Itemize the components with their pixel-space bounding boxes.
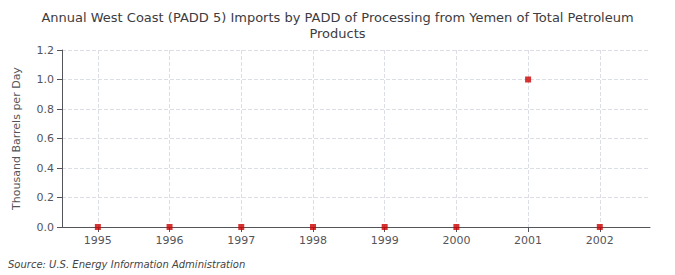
svg-text:1997: 1997 [227, 234, 255, 247]
svg-text:1996: 1996 [156, 234, 184, 247]
svg-text:0.6: 0.6 [37, 132, 55, 145]
svg-text:1999: 1999 [371, 234, 399, 247]
svg-text:Source: U.S. Energy Informatio: Source: U.S. Energy Information Administ… [8, 259, 245, 270]
svg-text:2002: 2002 [586, 234, 614, 247]
svg-text:Products: Products [309, 26, 365, 41]
svg-text:Annual West Coast (PADD 5) Imp: Annual West Coast (PADD 5) Imports by PA… [41, 10, 633, 25]
svg-text:0.8: 0.8 [37, 103, 55, 116]
svg-text:0.4: 0.4 [37, 162, 55, 175]
svg-text:2000: 2000 [442, 234, 470, 247]
svg-text:0.0: 0.0 [37, 221, 55, 234]
svg-text:1998: 1998 [299, 234, 327, 247]
svg-text:1.2: 1.2 [37, 44, 55, 57]
svg-text:0.2: 0.2 [37, 191, 55, 204]
svg-text:1995: 1995 [84, 234, 112, 247]
svg-text:1.0: 1.0 [37, 73, 55, 86]
svg-text:Thousand Barrels per Day: Thousand Barrels per Day [10, 67, 23, 211]
svg-text:2001: 2001 [514, 234, 542, 247]
